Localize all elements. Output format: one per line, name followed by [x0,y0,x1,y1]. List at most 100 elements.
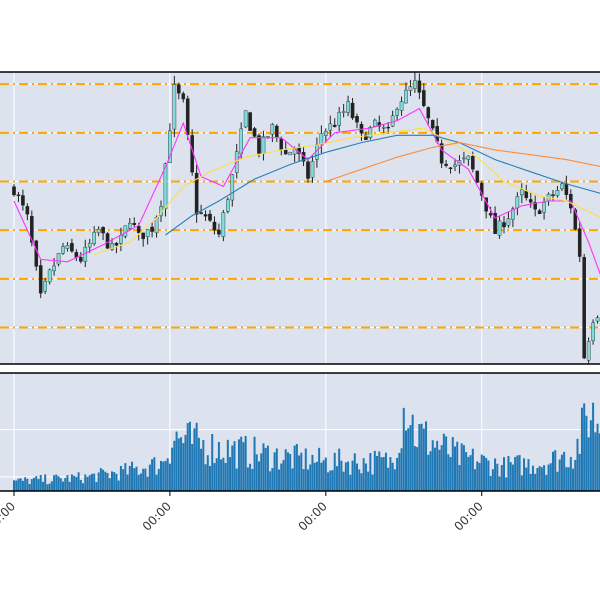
volume-bar [73,475,76,491]
moving-average-line [13,107,600,275]
volume-bar [35,476,38,491]
volume-bar [440,445,443,491]
volume-bar [471,448,474,491]
volume-bar [391,462,394,491]
volume-bar [204,464,207,491]
volume-bar [17,478,20,491]
volume-bar [99,468,102,491]
volume-bar [576,438,579,491]
candle-body [12,186,16,196]
volume-bar [503,457,505,491]
candle-body [114,242,119,246]
volume-bar [456,441,459,491]
volume-bar [351,460,354,491]
candle-body [551,194,555,196]
volume-bar [356,463,358,491]
volume-bar [442,433,445,491]
volume-bar [349,474,352,491]
candle-body [381,127,386,129]
candle-body [181,93,186,100]
volume-bar [327,472,330,491]
volume-bar [409,425,412,491]
volume-bar [384,452,387,491]
candle-body [511,208,515,220]
candle-body [582,257,586,359]
volume-bar [358,469,361,491]
volume-bar [402,407,405,491]
candle-body [252,128,257,137]
candle-body [422,90,426,106]
volume-bar [505,477,508,491]
candle-body [70,243,74,252]
volume-bar [282,460,285,491]
volume-bar [286,452,289,491]
candle-body [288,151,292,156]
volume-bar [153,457,156,491]
candle-body [542,202,546,213]
volume-bar [21,480,24,491]
candle-body [123,225,128,237]
volume-bar [598,433,600,491]
volume-bar [529,473,532,491]
candle-body [217,229,221,235]
candle-body [395,108,399,116]
volume-bar [396,457,399,491]
candle-body [128,222,132,229]
candle-body [119,235,123,244]
volume-bar [369,452,372,491]
volume-bar [565,467,568,491]
volume-bar [146,476,149,491]
candle-body [328,123,333,131]
volume-bar [264,447,267,491]
volume-bar [344,462,347,491]
volume-bar [580,407,583,491]
volume-bar [233,441,236,491]
volume-bar [340,460,343,491]
volume-bar [151,459,154,491]
volume-bar [594,432,597,491]
volume-bar [378,451,381,491]
volume-bar [41,481,44,491]
volume-bar [436,440,439,491]
volume-bar [587,437,590,491]
volume-bar [168,463,171,491]
volume-bar [253,436,256,491]
candle-body [47,269,52,283]
volume-bar [124,463,127,491]
candle-body [21,195,25,206]
volume-bar [84,474,87,491]
candle-body [577,228,582,257]
volume-bar [106,473,109,491]
candle-body [564,183,569,195]
candle-body [279,138,284,151]
volume-bar [445,436,448,491]
moving-average-line [94,127,600,256]
volume-bar [77,472,80,491]
volume-bar [68,481,71,491]
candle-body [110,243,114,250]
volume-bar [469,455,472,491]
volume-bar [543,465,546,491]
volume-bar [353,453,356,491]
volume-bar [200,448,203,491]
candle-body [479,182,484,196]
volume-bar [126,474,129,491]
volume-bar [376,455,379,491]
volume-bar [102,469,105,491]
volume-bar [520,475,523,491]
volume-bar [33,477,36,491]
candle-body [350,102,355,119]
candle-body [471,156,475,170]
candle-body [560,183,564,190]
candle-body [524,190,529,199]
volume-bar [26,478,29,491]
candle-body [390,115,395,127]
volume-bar [122,469,125,491]
candle-body [488,213,493,216]
volume-bar [255,454,258,491]
volume-bar [333,452,336,491]
candle-body [168,130,172,163]
volume-bar [50,481,53,491]
volume-bar [509,462,512,491]
volume-bar [155,474,158,491]
